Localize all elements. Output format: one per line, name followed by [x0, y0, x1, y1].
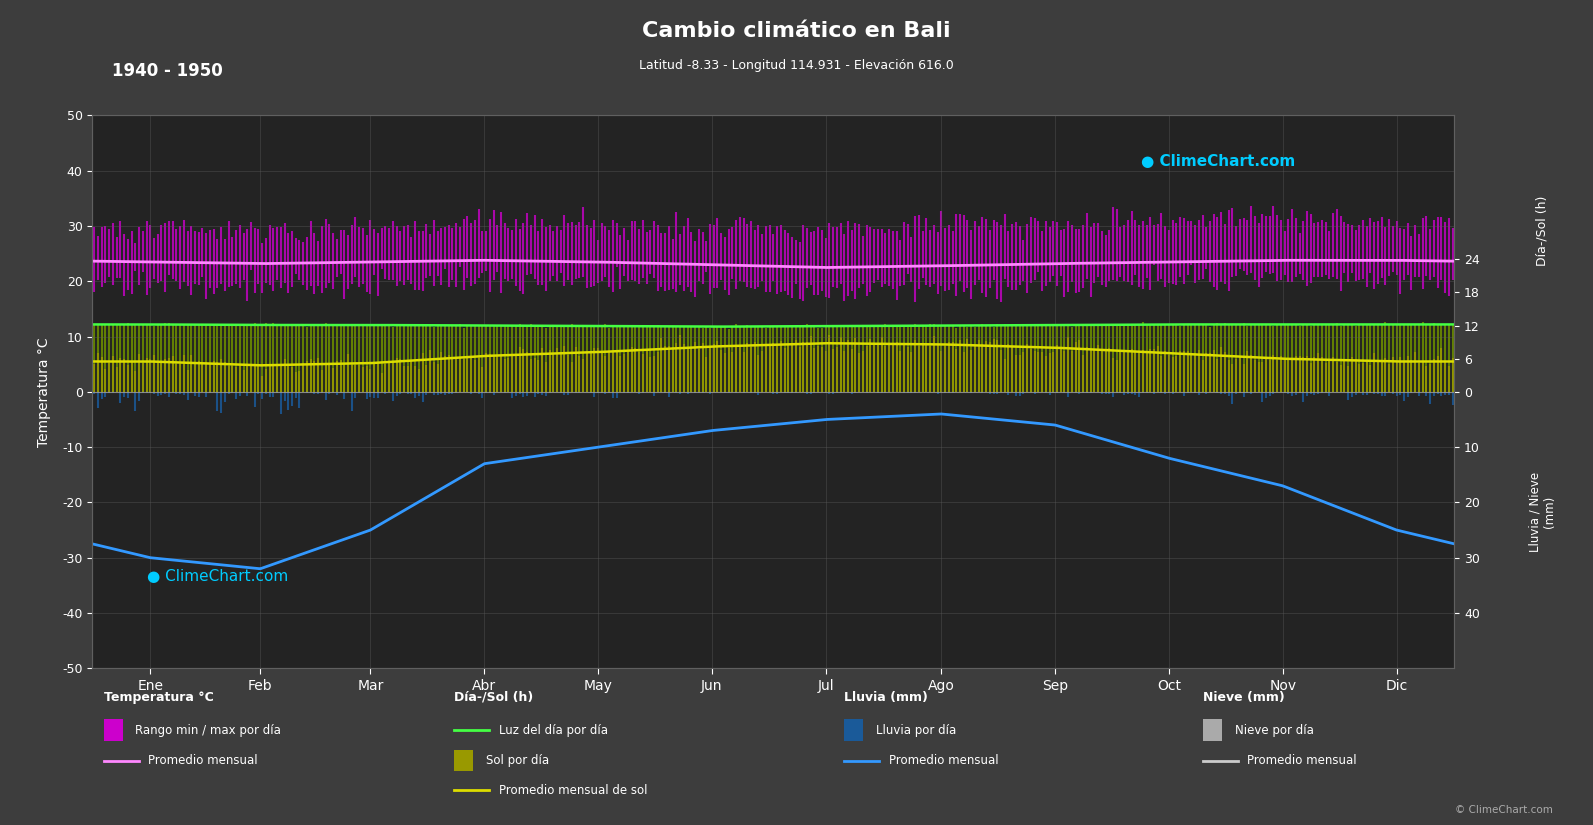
Text: Nieve por día: Nieve por día: [1235, 724, 1314, 737]
Text: Promedio mensual de sol: Promedio mensual de sol: [499, 784, 647, 797]
Text: Promedio mensual: Promedio mensual: [148, 754, 258, 767]
Text: Temperatura °C: Temperatura °C: [104, 691, 213, 704]
Text: Promedio mensual: Promedio mensual: [1247, 754, 1357, 767]
Text: Lluvia (mm): Lluvia (mm): [844, 691, 929, 704]
Text: Rango min / max por día: Rango min / max por día: [135, 724, 282, 737]
Text: Sol por día: Sol por día: [486, 754, 550, 767]
Y-axis label: Temperatura °C: Temperatura °C: [37, 337, 51, 446]
Text: Lluvia / Nieve
(mm): Lluvia / Nieve (mm): [1528, 471, 1556, 552]
Bar: [454, 750, 473, 771]
Text: © ClimeChart.com: © ClimeChart.com: [1456, 805, 1553, 815]
Bar: [104, 719, 123, 741]
Text: Día-/Sol (h): Día-/Sol (h): [454, 691, 534, 704]
Bar: [844, 719, 863, 741]
Text: ● ClimeChart.com: ● ClimeChart.com: [1141, 154, 1295, 169]
Text: Lluvia por día: Lluvia por día: [876, 724, 956, 737]
Text: Luz del día por día: Luz del día por día: [499, 724, 607, 737]
Text: Promedio mensual: Promedio mensual: [889, 754, 999, 767]
Text: ● ClimeChart.com: ● ClimeChart.com: [147, 568, 288, 584]
Bar: [1203, 719, 1222, 741]
Text: 1940 - 1950: 1940 - 1950: [112, 62, 223, 80]
Text: Latitud -8.33 - Longitud 114.931 - Elevación 616.0: Latitud -8.33 - Longitud 114.931 - Eleva…: [639, 59, 954, 73]
Text: Día-/Sol (h): Día-/Sol (h): [1536, 196, 1548, 266]
Text: Nieve (mm): Nieve (mm): [1203, 691, 1284, 704]
Text: Cambio climático en Bali: Cambio climático en Bali: [642, 21, 951, 40]
